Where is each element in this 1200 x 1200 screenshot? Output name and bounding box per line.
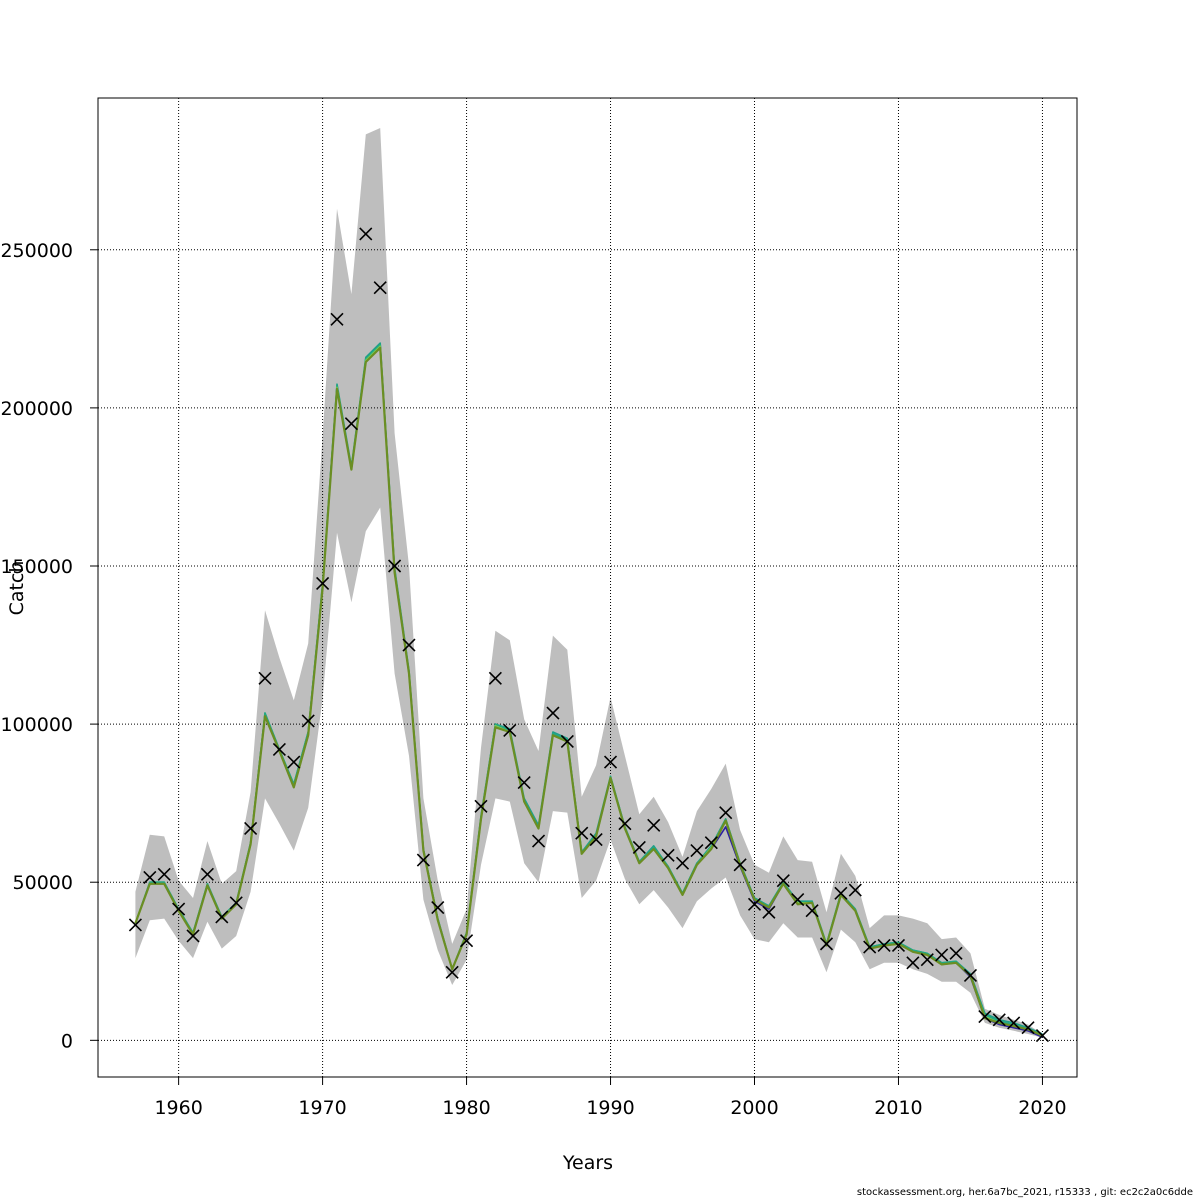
observed-point (891, 938, 906, 953)
x-axis-title: Years (562, 1152, 613, 1174)
observed-point (560, 734, 574, 749)
observed-point (776, 874, 790, 888)
observed-point (546, 706, 560, 720)
observed-point (690, 844, 704, 858)
observed-point (402, 638, 416, 652)
observed-point (330, 312, 344, 326)
observed-point (618, 817, 632, 831)
observed-point (704, 836, 718, 850)
observed-point (762, 905, 776, 919)
observed-point (301, 714, 315, 728)
y-tick-label: 250000 (0, 240, 73, 262)
observed-point (157, 867, 171, 881)
series-line-1 (134, 346, 1043, 1037)
y-axis-title: Catch (6, 561, 28, 616)
y-tick-label: 100000 (0, 714, 73, 736)
observed-point (834, 886, 848, 900)
observed-point (589, 832, 603, 847)
observed-point (388, 559, 402, 573)
observed-point (459, 934, 474, 948)
observed-point (143, 870, 157, 885)
observed-point (805, 904, 819, 918)
y-tick-label: 50000 (13, 872, 73, 894)
x-tick-label: 2000 (730, 1097, 778, 1119)
observed-point (474, 799, 488, 813)
observed-point (287, 755, 301, 769)
observed-point (661, 848, 675, 862)
observed-point (1035, 1029, 1050, 1043)
confidence-band (135, 128, 1043, 1038)
x-axis-ticks: 1960 1970 1980 1990 2000 2010 2020 (154, 1077, 1067, 1119)
y-tick-label: 200000 (0, 398, 73, 420)
observed-point (949, 946, 963, 960)
observed-point (632, 840, 646, 854)
observed-point (272, 742, 286, 756)
observed-point (215, 910, 229, 924)
observed-point (244, 821, 258, 836)
observed-point (172, 902, 186, 916)
plot-frame (97, 97, 1078, 1078)
observed-point (719, 806, 733, 820)
observed-point (128, 918, 142, 932)
x-tick-label: 1990 (586, 1097, 634, 1119)
observed-point (1007, 1016, 1021, 1030)
observed-point (963, 968, 978, 983)
observed-point (1021, 1021, 1035, 1035)
y-axis-ticks: 0 50000 100000 150000 200000 250000 (0, 240, 98, 1052)
observed-point (675, 856, 690, 870)
x-tick-label: 1970 (298, 1097, 346, 1119)
observed-point (503, 723, 517, 737)
estimated-catch-lines (134, 342, 1043, 1038)
observed-point (431, 900, 445, 915)
observed-point (906, 956, 920, 970)
observed-point (747, 897, 762, 911)
observed-point (445, 965, 459, 979)
observed-point (863, 940, 877, 954)
observed-point (733, 858, 747, 872)
observed-point (647, 818, 661, 832)
observed-point (416, 853, 430, 867)
observed-point (229, 896, 243, 910)
observed-point (791, 893, 805, 907)
observed-point (819, 937, 834, 951)
observed-point (344, 417, 358, 431)
x-tick-label: 1980 (442, 1097, 490, 1119)
observed-point (373, 281, 387, 295)
observed-point (359, 227, 373, 241)
observed-point (316, 576, 330, 590)
observed-point (920, 953, 934, 967)
observed-point (848, 883, 862, 897)
observed-point (575, 826, 589, 840)
observed-catch-markers (128, 227, 1050, 1043)
observed-point (603, 755, 618, 769)
y-tick-label: 150000 (0, 556, 73, 578)
observed-point (935, 948, 949, 962)
x-tick-label: 2020 (1018, 1097, 1066, 1119)
observed-point (531, 834, 546, 848)
observed-point (517, 776, 531, 790)
observed-point (186, 929, 200, 943)
observed-point (488, 671, 502, 685)
footer-credit: stockassessment.org, her.6a7bc_2021, r15… (856, 1187, 1193, 1198)
observed-point (978, 1010, 992, 1024)
observed-point (992, 1013, 1006, 1027)
x-tick-label: 2010 (874, 1097, 922, 1119)
observed-point (877, 938, 891, 953)
y-tick-label: 0 (61, 1030, 73, 1052)
observed-point (258, 671, 272, 685)
x-tick-label: 1960 (154, 1097, 202, 1119)
observed-point (200, 867, 214, 881)
